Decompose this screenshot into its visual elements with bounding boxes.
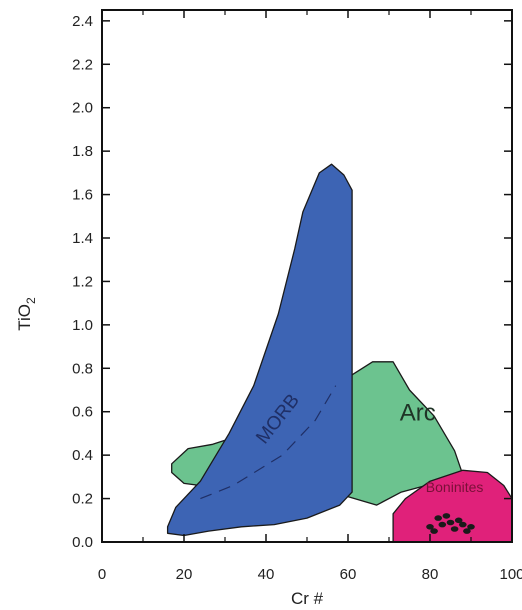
boninite-sample-point	[459, 521, 467, 528]
y-axis-title: TiO2	[15, 297, 38, 331]
region-morb	[166, 163, 353, 537]
boninite-sample-point	[446, 519, 455, 526]
region-boninites	[392, 469, 512, 542]
y-tick-label: 1.4	[72, 230, 93, 247]
y-tick-label: 0.2	[72, 491, 93, 508]
y-tick-label: 2.4	[72, 13, 93, 30]
y-tick-label: 0.0	[72, 534, 93, 551]
boninite-sample-point	[426, 524, 434, 530]
region-label-boninites: Boninites	[426, 479, 484, 495]
overlays-layer	[200, 385, 475, 534]
x-tick-label: 100	[499, 566, 522, 583]
x-axis-title: Cr #	[291, 589, 324, 608]
x-tick-label: 60	[340, 566, 357, 583]
y-axis-title-subscript: 2	[24, 297, 38, 304]
region-label-arc: Arc	[400, 399, 436, 426]
x-tick-label: 20	[176, 566, 193, 583]
x-tick-label: 40	[258, 566, 275, 583]
region-group	[166, 163, 512, 542]
y-tick-label: 2.2	[72, 56, 93, 73]
y-tick-label: 1.8	[72, 143, 93, 160]
boninite-sample-point	[442, 513, 451, 519]
boninite-sample-point	[463, 528, 471, 534]
regions-layer	[166, 163, 512, 542]
y-tick-label: 0.4	[72, 447, 93, 464]
y-axis-title-main: TiO	[15, 304, 34, 331]
morb-trend-line	[200, 385, 337, 500]
y-tick-label: 0.8	[72, 360, 93, 377]
boninite-sample-point	[454, 517, 463, 524]
y-tick-label: 1.0	[72, 317, 93, 334]
y-tick-label: 0.6	[72, 404, 93, 421]
x-tick-label: 80	[422, 566, 439, 583]
boninite-sample-point	[438, 521, 447, 528]
boninite-sample-point	[450, 526, 459, 532]
ticks-layer: 0 20 40 60 80 100 0.0 0.2 0.4 0.6 0.8 1.0 1.2 1.4 1.6 1…	[72, 10, 522, 583]
x-tick-label: 0	[98, 566, 106, 583]
boninite-sample-point	[467, 524, 475, 530]
boninite-sample-point	[430, 528, 438, 534]
y-tick-label: 1.6	[72, 187, 93, 204]
y-tick-label: 2.0	[72, 100, 93, 117]
y-tick-label: 1.2	[72, 273, 93, 290]
boninite-sample-point	[434, 515, 443, 521]
